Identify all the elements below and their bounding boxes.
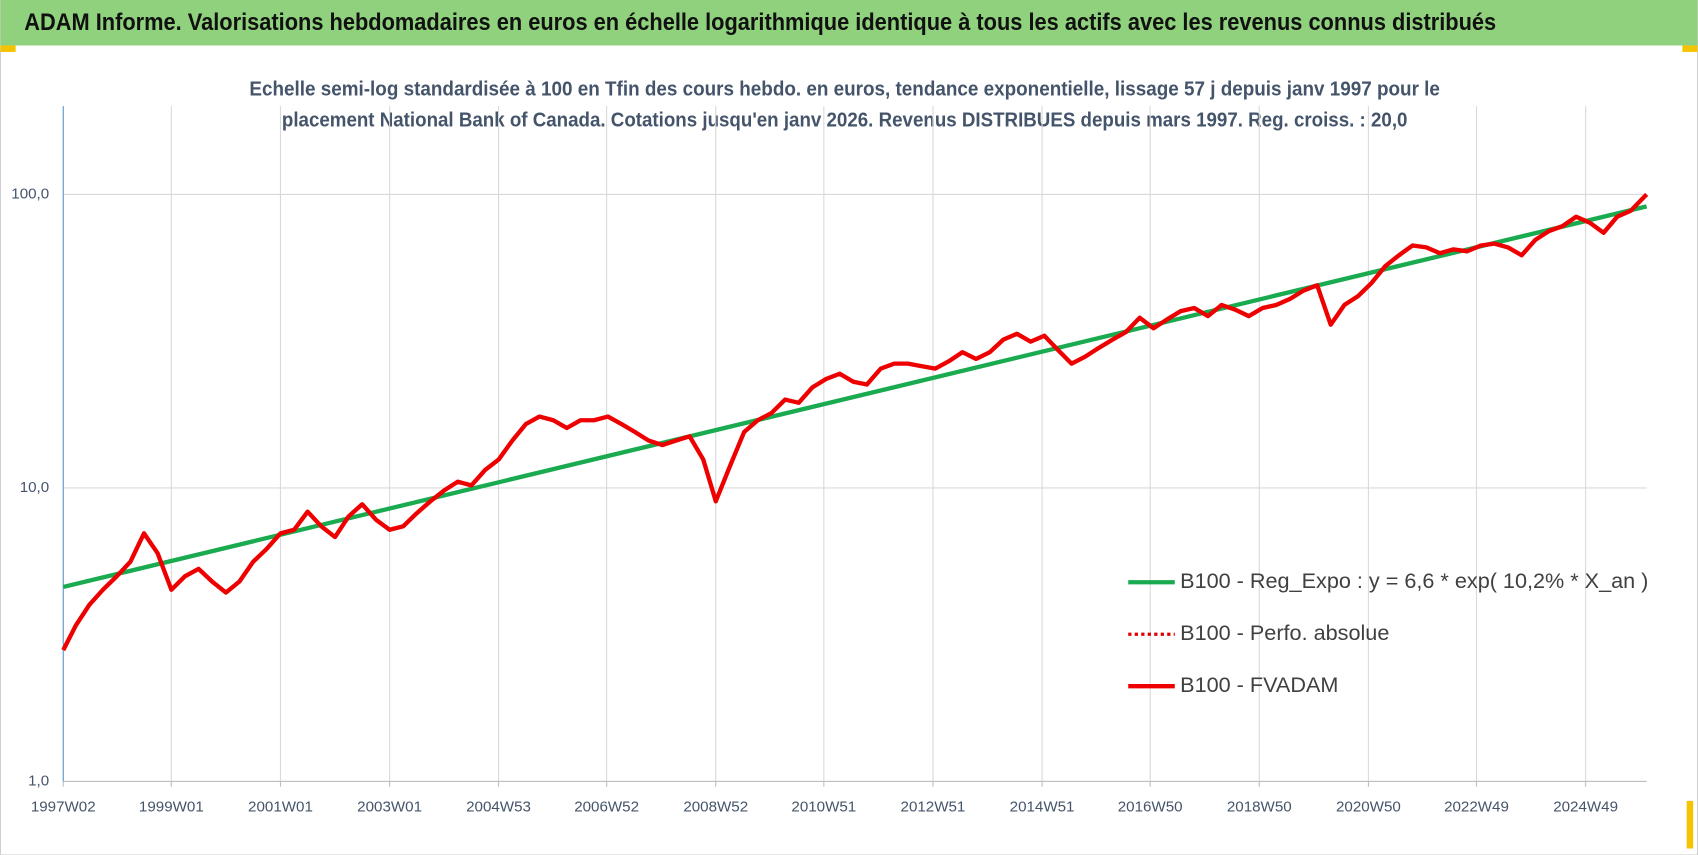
x-tick-label: 2024W49 xyxy=(1553,798,1618,815)
x-tick-label: 2010W51 xyxy=(791,798,856,815)
x-tick-label: 1999W01 xyxy=(139,798,204,815)
corner xyxy=(1682,45,1698,52)
legend-label: B100 - FVADAM xyxy=(1180,672,1338,697)
x-tick-label: 2022W49 xyxy=(1444,798,1509,815)
y-tick-label: 100,0 xyxy=(11,185,49,202)
title-bar xyxy=(0,0,1698,46)
chart-title: ADAM Informe. Valorisations hebdomadaire… xyxy=(24,9,1496,36)
subtitle: Echelle semi-log standardisée à 100 en T… xyxy=(249,77,1440,100)
x-tick-label: 2020W50 xyxy=(1336,798,1401,815)
series-line xyxy=(61,192,1649,652)
legend-label: B100 - Reg_Expo : y = 6,6 * exp( 10,2% *… xyxy=(1180,568,1648,593)
x-tick-label: 2012W51 xyxy=(901,798,966,815)
subtitle: placement National Bank of Canada. Cotat… xyxy=(282,109,1408,132)
x-tick-label: 2004W53 xyxy=(466,798,531,815)
legend-label: B100 - Perfo. absolue xyxy=(1180,620,1389,645)
y-tick-label: 10,0 xyxy=(20,479,49,496)
x-tick-label: 2001W01 xyxy=(248,798,313,815)
x-tick-label: 2006W52 xyxy=(574,798,639,815)
x-tick-label: 2014W51 xyxy=(1010,798,1075,815)
corner xyxy=(0,45,16,52)
x-tick-label: 2008W52 xyxy=(683,798,748,815)
y-tick-label: 1,0 xyxy=(28,772,49,789)
corner xyxy=(1686,800,1694,849)
x-tick-label: 2003W01 xyxy=(357,798,422,815)
x-tick-label: 2016W50 xyxy=(1118,798,1183,815)
x-tick-label: 2018W50 xyxy=(1227,798,1292,815)
x-tick-label: 1997W02 xyxy=(31,798,96,815)
